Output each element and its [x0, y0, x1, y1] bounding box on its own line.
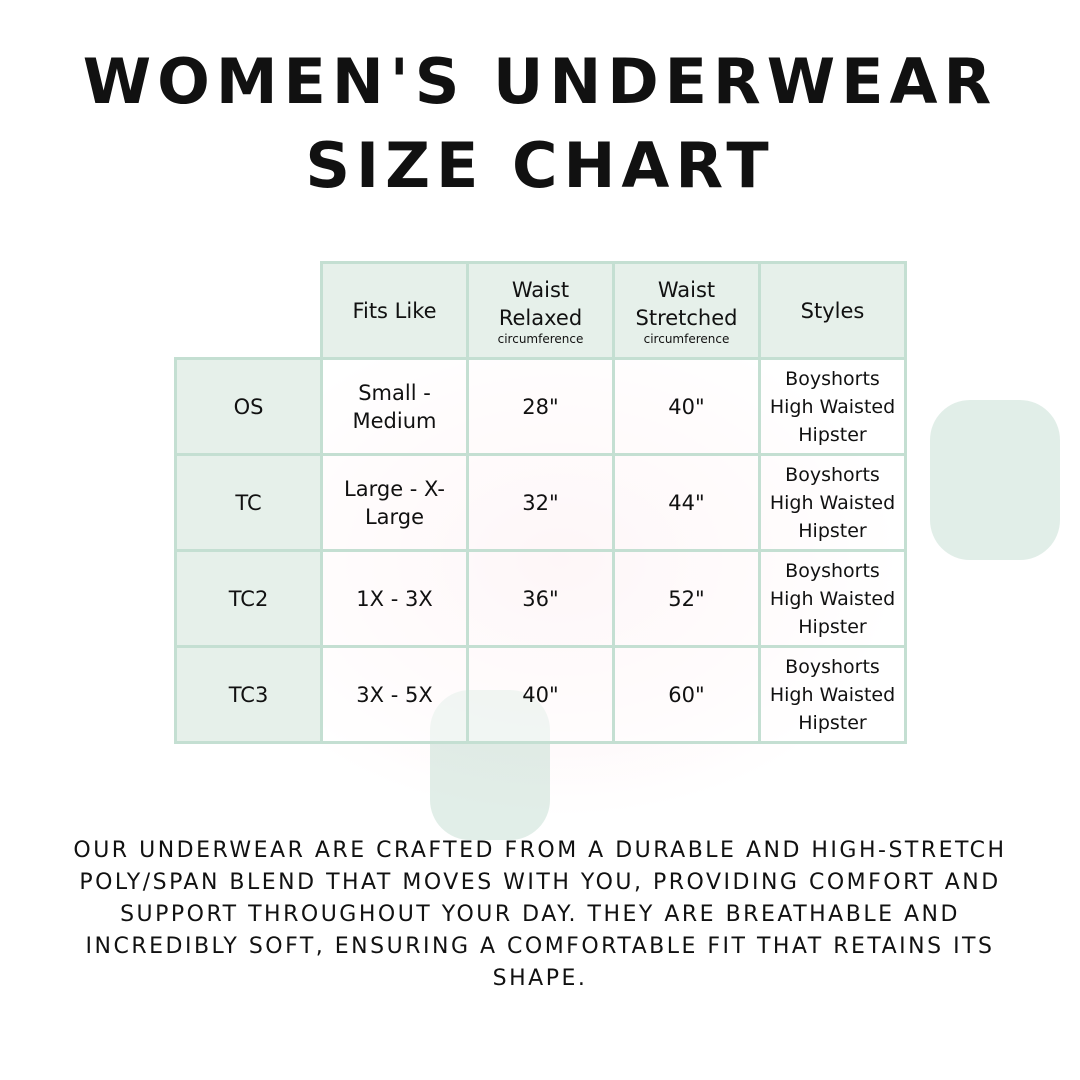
style-item: Boyshorts: [785, 463, 880, 486]
table-row: TC3 3X - 5X 40" 60" Boyshorts High Waisted Hip…: [174, 645, 907, 744]
style-item: High Waisted: [769, 491, 896, 514]
style-item: High Waisted: [769, 395, 896, 418]
styles-cell: Boyshorts High Waisted Hipster: [758, 549, 907, 648]
size-cell: TC2: [174, 549, 323, 648]
header-styles: Styles: [758, 261, 907, 360]
style-item: High Waisted: [769, 587, 896, 610]
style-item: Hipster: [798, 519, 867, 542]
waist-stretched-cell: 44": [612, 453, 761, 552]
header-fits-like: Fits Like: [320, 261, 469, 360]
size-table: Fits Like Waist Relaxed circumference Wai…: [174, 261, 907, 744]
style-item: Hipster: [798, 423, 867, 446]
header-waist-stretched: Waist Stretched circumference: [612, 261, 761, 360]
fits-like-cell: Small - Medium: [320, 357, 469, 456]
description: Our underwear are crafted from a durable…: [73, 838, 1007, 991]
waist-relaxed-cell: 40": [466, 645, 615, 744]
styles-cell: Boyshorts High Waisted Hipster: [758, 453, 907, 552]
header-row: Fits Like Waist Relaxed circumference Wai…: [176, 261, 907, 360]
table-row: TC Large - X-Large 32" 44" Boyshorts High Wai…: [174, 453, 907, 552]
size-cell: OS: [174, 357, 323, 456]
cactus-illustration: [930, 400, 1060, 560]
style-item: Boyshorts: [785, 655, 880, 678]
style-item: Hipster: [798, 615, 867, 638]
page-title: Women's Underwear Size Chart: [82, 45, 998, 202]
styles-cell: Boyshorts High Waisted Hipster: [758, 645, 907, 744]
waist-relaxed-cell: 28": [466, 357, 615, 456]
waist-relaxed-cell: 36": [466, 549, 615, 648]
waist-stretched-cell: 52": [612, 549, 761, 648]
style-item: Boyshorts: [785, 367, 880, 390]
table-row: OS Small - Medium 28" 40" Boyshorts High Wais…: [174, 357, 907, 456]
fits-like-cell: 3X - 5X: [320, 645, 469, 744]
table-row: TC2 1X - 3X 36" 52" Boyshorts High Waisted Hip…: [174, 549, 907, 648]
size-cell: TC3: [174, 645, 323, 744]
style-item: Boyshorts: [785, 559, 880, 582]
fits-like-cell: Large - X-Large: [320, 453, 469, 552]
fits-like-cell: 1X - 3X: [320, 549, 469, 648]
size-cell: TC: [174, 453, 323, 552]
styles-cell: Boyshorts High Waisted Hipster: [758, 357, 907, 456]
header-waist-relaxed: Waist Relaxed circumference: [466, 261, 615, 360]
waist-relaxed-cell: 32": [466, 453, 615, 552]
style-item: Hipster: [798, 711, 867, 734]
waist-stretched-cell: 60": [612, 645, 761, 744]
waist-stretched-cell: 40": [612, 357, 761, 456]
style-item: High Waisted: [769, 683, 896, 706]
